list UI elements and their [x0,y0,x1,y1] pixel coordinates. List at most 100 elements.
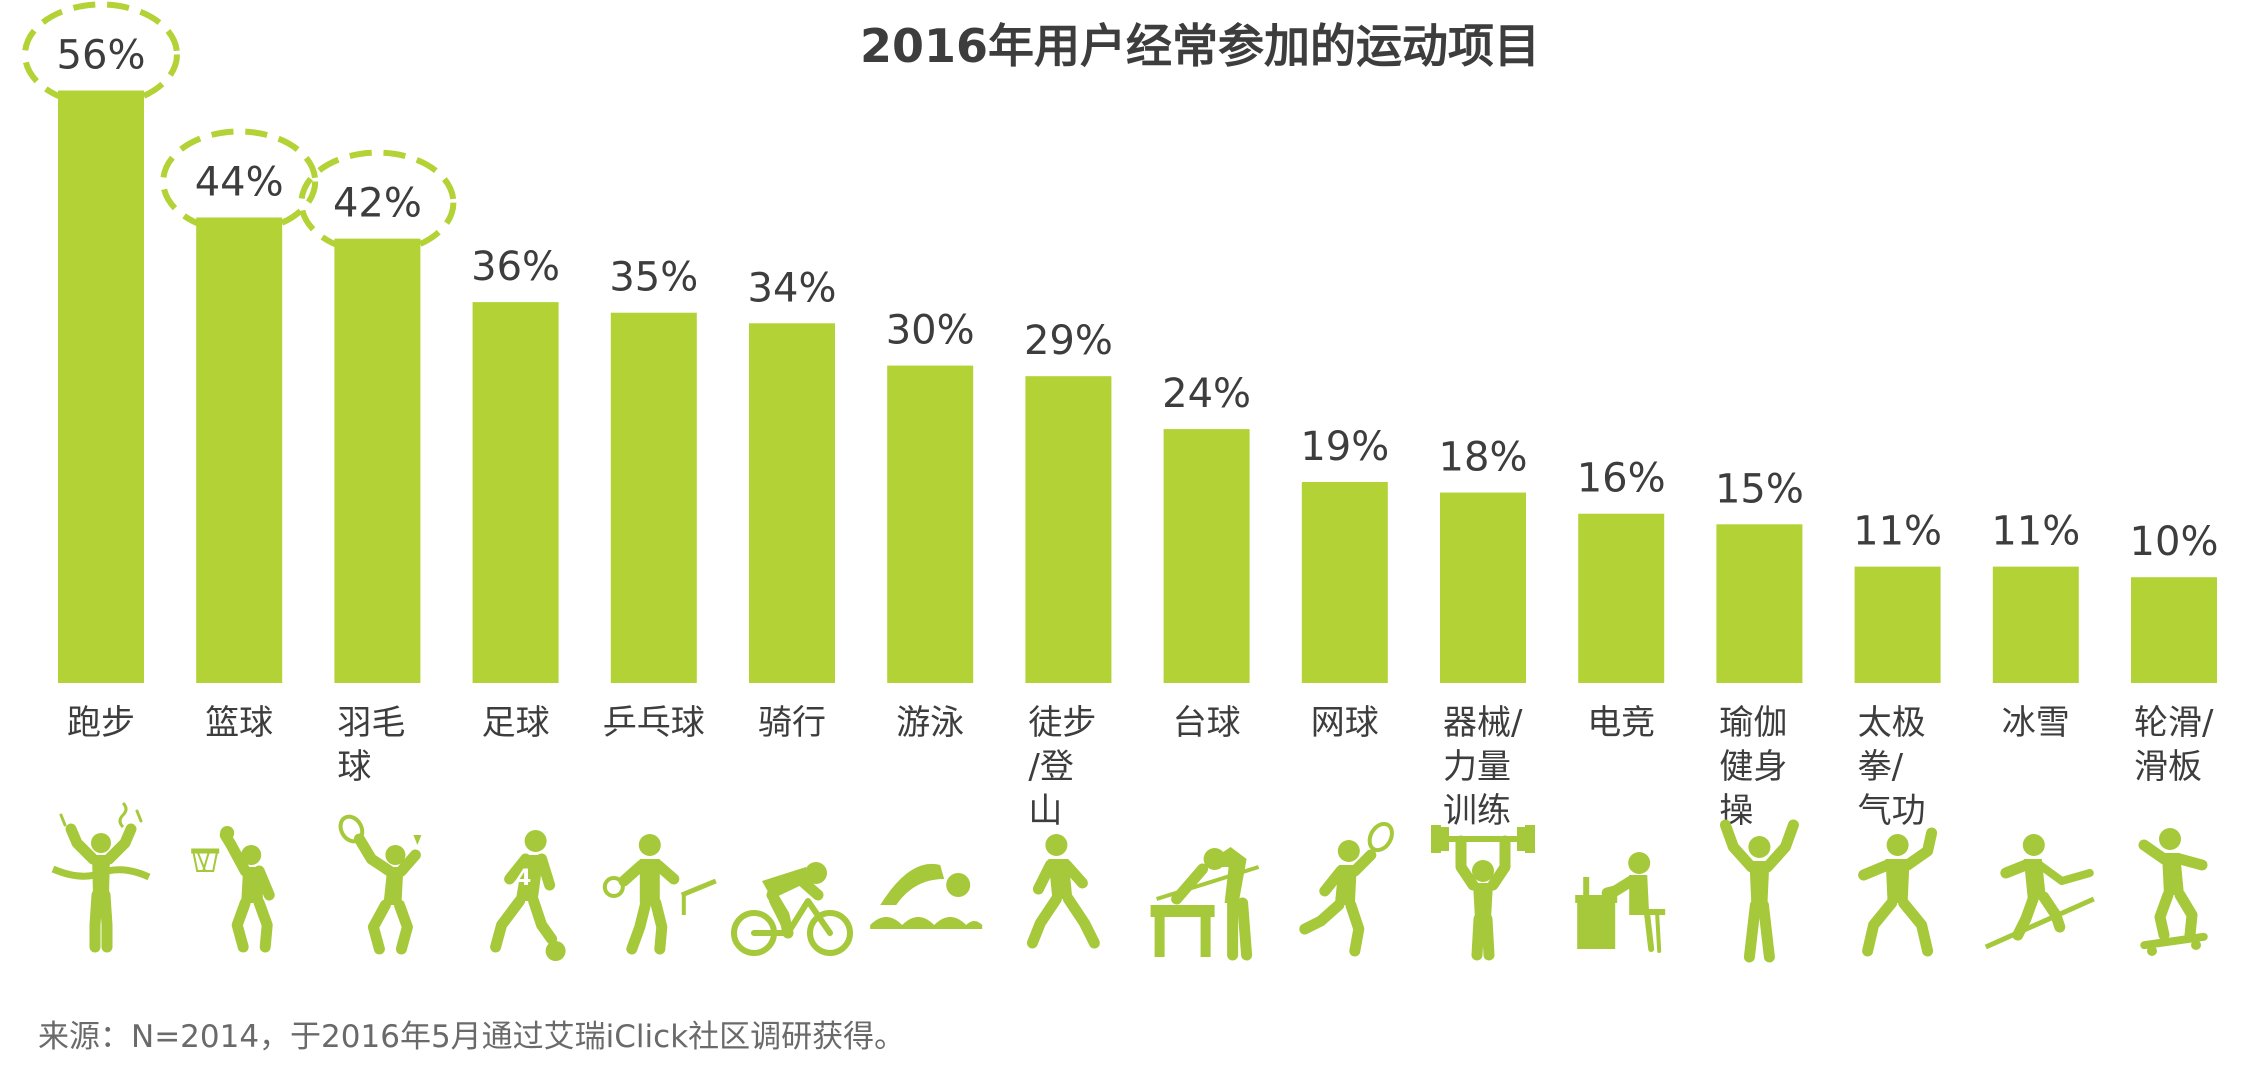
category-label-line: 瑜伽 [1719,703,1787,743]
category-label-line: 游泳 [896,703,964,743]
bar-2 [196,217,283,684]
bar-1 [58,90,144,683]
bar-10 [1301,481,1388,683]
value-label: 35% [609,255,698,301]
yoga-icon [1719,819,1799,963]
category-label: 太极拳/气功 [1858,703,1926,831]
category-label: 跑步 [67,703,135,743]
skateboarding-icon [2138,828,2208,956]
table-tennis-icon [602,834,717,955]
category-label-line: 跑步 [67,703,135,743]
bar-6 [749,323,835,683]
category-label: 器械/力量训练 [1443,703,1523,831]
category-label-line: 健身 [1719,747,1787,787]
value-label: 56% [57,33,146,79]
value-label: 11% [1853,509,1942,555]
chart-title: 2016年用户经常参加的运动项目 [860,19,1540,73]
category-label-line: /登 [1028,747,1073,787]
bar-12 [1578,513,1665,683]
category-label-line: 篮球 [205,703,273,743]
tai-chi-icon [1858,827,1938,957]
category-labels: 跑步 篮球 羽毛球 足球 乒乓球 骑行 游泳 徒步/登山 台球 网球 器械/力量训练 电竞 瑜伽健身操 太… [67,703,2214,831]
category-label: 轮滑/滑板 [2134,703,2214,787]
value-label: 30% [886,308,975,354]
category-label: 电竞 [1587,703,1655,743]
category-label-line: 骑行 [758,703,826,743]
value-label: 10% [2130,519,2219,565]
value-label: 11% [1991,509,2080,555]
source-note: 来源：N=2014，于2016年5月通过艾瑞iClick社区调研获得。 [38,1019,905,1055]
category-label: 足球 [482,703,550,743]
category-label: 篮球 [205,703,273,743]
category-label-line: 台球 [1173,703,1241,743]
billiards-icon [1150,847,1260,961]
hiking-icon [1026,834,1100,949]
category-label-line: 羽毛 [337,703,405,743]
highlight-ellipse-2 [160,128,319,235]
category-label-line: 球 [337,747,371,787]
bar-14 [1854,566,1941,683]
skiing-icon [1984,834,2095,950]
category-label-line: 轮滑/ [2134,703,2214,743]
category-label: 瑜伽健身操 [1719,703,1787,831]
value-labels: 56% 44% 42% 36% 35% 34% 30% 29% 24% 19% 18% 16% 15% 1… [57,33,2219,566]
category-label-line: 拳/ [1858,747,1904,787]
bar-5 [610,312,697,683]
category-label: 乒乓球 [603,703,705,743]
highlight-ellipse-3 [298,149,457,256]
value-label: 42% [333,181,422,227]
category-label-line: 器械/ [1443,703,1523,743]
category-label: 徒步/登山 [1028,703,1096,831]
badminton-icon [338,814,422,955]
category-label: 游泳 [896,703,964,743]
bar-7 [887,365,974,683]
category-label: 羽毛球 [337,703,405,787]
value-label: 18% [1439,435,1528,481]
cycling-icon [731,862,853,956]
category-label-line: 徒步 [1028,703,1096,743]
value-label: 15% [1715,466,1804,512]
value-label: 24% [1162,371,1251,417]
bars [58,90,2217,684]
category-label-line: 冰雪 [2002,703,2070,743]
bar-11 [1440,492,1526,683]
category-label-line: 太极 [1858,703,1926,743]
value-label: 36% [471,244,560,290]
soccer-icon: 4 [490,830,566,961]
bar-15 [1992,566,2079,683]
category-label-line: 网球 [1311,703,1379,743]
category-label: 网球 [1311,703,1379,743]
category-label: 台球 [1173,703,1241,743]
bar-4 [472,302,559,683]
esports-icon [1575,852,1666,953]
tennis-icon [1299,821,1394,957]
value-label: 19% [1300,424,1389,470]
category-label-line: 乒乓球 [603,703,705,743]
bar-13 [1716,524,1803,683]
bar-3 [334,238,421,683]
value-label: 16% [1577,456,1666,502]
category-label-line: 电竞 [1587,703,1655,743]
value-label: 44% [195,159,284,205]
value-label: 29% [1024,318,1113,364]
sport-icons: 4 [51,801,2208,963]
bar-8 [1025,376,1112,683]
category-label: 骑行 [758,703,826,743]
weightlifting-icon [1431,825,1535,961]
basketball-icon [191,826,275,953]
swimming-icon [870,863,983,929]
category-label-line: 滑板 [2134,747,2202,787]
category-label-line: 山 [1028,791,1062,831]
category-label-line: 足球 [482,703,550,743]
category-label: 冰雪 [2002,703,2070,743]
highlight-ellipses [22,1,457,256]
category-label-line: 训练 [1443,791,1511,831]
running-finish-icon [51,801,151,953]
svg-text:4: 4 [516,866,531,891]
bar-9 [1163,429,1250,683]
value-label: 34% [748,265,837,311]
category-label-line: 气功 [1858,791,1926,831]
category-label-line: 力量 [1443,747,1511,787]
bar-16 [2131,577,2217,683]
